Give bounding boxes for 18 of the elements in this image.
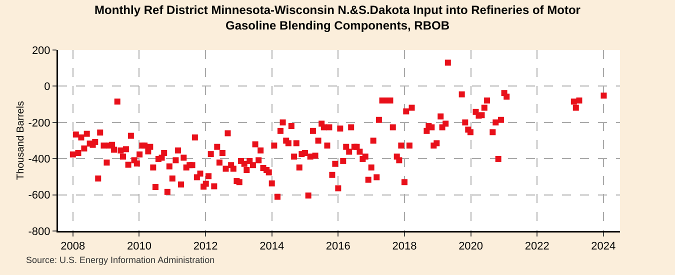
x-tick-label: 2020 <box>458 240 484 253</box>
y-tick-label: -800 <box>28 226 50 238</box>
x-tick-label: 2022 <box>524 240 550 253</box>
chart-title: Monthly Ref District Minnesota-Wisconsin N.&S.Dakota Input into Refineries of Motor Gasoline Blending Components, RBOB <box>94 2 581 32</box>
x-tick-label: 2008 <box>60 240 86 253</box>
y-tick-label: 0 <box>44 81 50 94</box>
y-tick-label: -600 <box>28 190 50 202</box>
x-tick-label: 2014 <box>260 240 284 253</box>
y-tick-label: 200 <box>32 44 50 57</box>
x-tick-label: 2024 <box>591 240 616 253</box>
source-note: Source: U.S. Energy Information Administration <box>26 255 215 265</box>
y-tick-label: -200 <box>28 117 50 130</box>
x-tick-label: 2016 <box>326 240 350 253</box>
x-tick-label: 2010 <box>126 240 152 253</box>
y-axis-title: Thousand Barrels <box>15 101 26 180</box>
y-tick-label: -400 <box>28 153 50 166</box>
x-tick-label: 2012 <box>193 240 218 253</box>
x-tick-label: 2018 <box>392 240 417 253</box>
